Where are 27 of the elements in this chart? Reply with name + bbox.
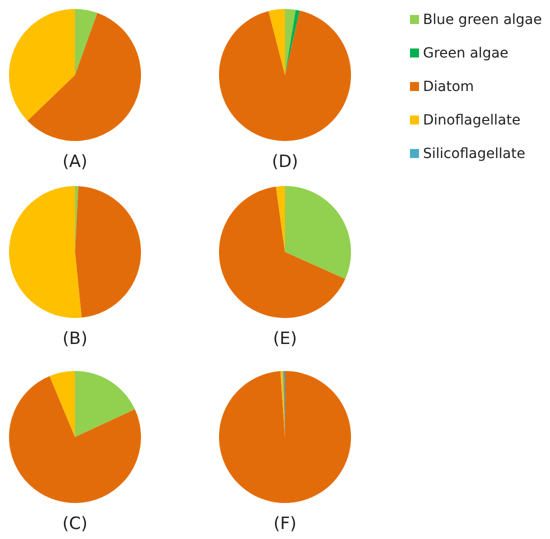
- text: (A): [62, 152, 88, 172]
- text: (D): [272, 152, 298, 172]
- pie-slice: [285, 9, 296, 75]
- pie-slice: [268, 9, 285, 75]
- pie-slice: [285, 186, 351, 279]
- pie-slice: [276, 186, 285, 252]
- legend-label: Blue green algae: [423, 12, 542, 28]
- pie-slice: [75, 371, 135, 437]
- legend-label: Silicoflagellate: [423, 146, 526, 162]
- text: (F): [273, 514, 297, 534]
- pie-slice: [27, 12, 141, 141]
- text: (B): [62, 329, 88, 349]
- legend-label: Dinoflagellate: [423, 112, 520, 128]
- pie-slice: [75, 9, 98, 75]
- pie-slice: [219, 10, 351, 141]
- text: (E): [272, 329, 298, 349]
- pie-slice: [219, 186, 346, 318]
- legend-label: Diatom: [423, 79, 474, 95]
- pie-slice: [285, 10, 300, 75]
- pie-slice: [9, 186, 82, 318]
- pie-slice: [9, 9, 75, 121]
- pie-slice: [75, 186, 141, 318]
- pie-slice: [50, 371, 75, 437]
- text: (C): [62, 514, 88, 534]
- pie-slice: [9, 376, 141, 503]
- pie-slice: [219, 371, 351, 503]
- legend-label: Green algae: [423, 46, 508, 62]
